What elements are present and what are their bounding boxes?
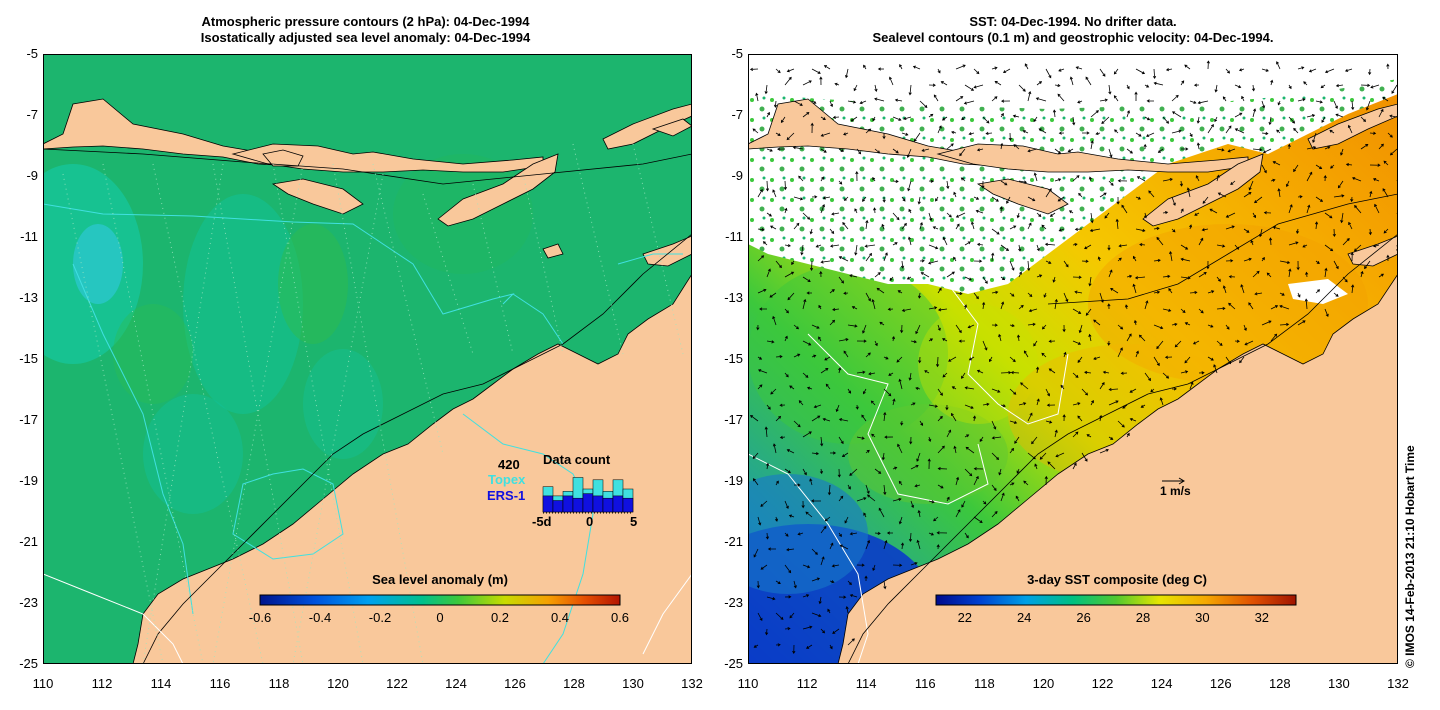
lon-tick-label: 128 [563, 676, 585, 691]
topex-legend-label: Topex [488, 472, 526, 487]
lat-tick-label: -11 [20, 229, 38, 244]
sla-colorbar-tick: -0.4 [308, 610, 332, 625]
lon-tick-label: 116 [209, 676, 231, 691]
sst-colorbar [935, 594, 1297, 606]
right-title-line2: Sealevel contours (0.1 m) and geostrophi… [872, 30, 1274, 45]
ers-count-bar [592, 495, 604, 513]
lat-tick-label: -5 [731, 46, 743, 61]
lon-tick-label: 112 [91, 676, 113, 691]
ers-count-bar [572, 497, 584, 513]
sst-colorbar-tick: 30 [1195, 610, 1210, 625]
lon-tick-label: 112 [796, 676, 818, 691]
lat-tick-label: -9 [731, 168, 743, 183]
ers-count-bar [602, 497, 614, 513]
lat-tick-label: -23 [19, 595, 38, 610]
data-count-axis-label-start: -5d [532, 514, 552, 529]
lon-tick-label: 118 [973, 676, 995, 691]
sst-colorbar-tick: 32 [1254, 610, 1270, 625]
lat-tick-label: -19 [724, 473, 743, 488]
lon-tick-label: 110 [737, 676, 759, 691]
lon-tick-label: 130 [1328, 676, 1350, 691]
ers-count-bar [612, 495, 624, 513]
right-title-line1: SST: 04-Dec-1994. No drifter data. [969, 14, 1177, 29]
sla-colorbar-tick: 0.6 [610, 610, 630, 625]
sst-colorbar-tick: 28 [1135, 610, 1151, 625]
lat-tick-label: -13 [19, 290, 38, 305]
ers-count-bar [582, 493, 594, 513]
ers-legend-label: ERS-1 [487, 488, 526, 503]
velocity-scale-label: 1 m/s [1160, 484, 1191, 498]
ers-count-bar [542, 495, 554, 513]
sst-colorbar-tick: 22 [957, 610, 973, 625]
lon-tick-label: 120 [1032, 676, 1055, 691]
lat-tick-label: -9 [26, 168, 38, 183]
lat-tick-label: -13 [724, 290, 743, 305]
lon-tick-label: 126 [1209, 676, 1232, 691]
lon-tick-label: 132 [681, 676, 703, 691]
sst-colorbar-tick: 26 [1076, 610, 1091, 625]
lon-tick-label: 124 [1150, 676, 1173, 691]
lat-tick-label: -23 [724, 595, 743, 610]
lon-tick-label: 118 [268, 676, 290, 691]
lat-tick-label: -19 [19, 473, 38, 488]
data-count-title: Data count [543, 452, 611, 467]
left-map-title: Atmospheric pressure contours (2 hPa): 0… [40, 14, 691, 46]
lat-tick-label: -25 [724, 656, 743, 671]
data-count-axis-label-end: 5 [630, 514, 638, 529]
lon-tick-label: 110 [32, 676, 54, 691]
data-count-max: 420 [498, 457, 520, 472]
lon-tick-label: 122 [1091, 676, 1114, 691]
lat-tick-label: -11 [725, 229, 743, 244]
lat-tick-label: -21 [19, 534, 38, 549]
right-map [748, 54, 1398, 664]
data-count-bars [542, 477, 634, 514]
lon-tick-label: 116 [914, 676, 936, 691]
left-title-line1: Atmospheric pressure contours (2 hPa): 0… [201, 14, 530, 29]
lat-tick-label: -21 [724, 534, 743, 549]
lon-tick-label: 132 [1387, 676, 1409, 691]
lat-tick-label: -7 [731, 107, 743, 122]
ers-count-bar [552, 500, 564, 513]
lat-tick-label: -17 [19, 412, 38, 427]
lon-tick-label: 114 [150, 676, 172, 691]
lon-tick-label: 120 [327, 676, 349, 691]
lat-tick-label: -15 [724, 351, 743, 366]
lat-tick-label: -7 [26, 107, 38, 122]
right-map-title: SST: 04-Dec-1994. No drifter data. Seale… [748, 14, 1398, 46]
left-title-line2: Isostatically adjusted sea level anomaly… [200, 30, 531, 45]
sla-colorbar-tick: 0.4 [550, 610, 570, 625]
lat-tick-label: -25 [19, 656, 38, 671]
sst-colorbar-label: 3-day SST composite (deg C) [1027, 572, 1207, 587]
copyright-notice: © IMOS 14-Feb-2013 21:10 Hobart Time [1403, 445, 1417, 668]
sla-colorbar [259, 594, 621, 606]
data-count-axis-label-mid: 0 [586, 514, 594, 529]
lon-tick-label: 122 [386, 676, 408, 691]
sla-colorbar-tick: 0 [436, 610, 444, 625]
lat-tick-label: -15 [19, 351, 38, 366]
sst-colorbar-tick: 24 [1016, 610, 1032, 625]
lon-tick-label: 124 [445, 676, 467, 691]
velocity-scale-arrow [1162, 477, 1185, 485]
lon-tick-label: 126 [504, 676, 526, 691]
ers-count-bar [622, 497, 634, 513]
ers-count-bar [562, 495, 574, 513]
lon-tick-label: 128 [1268, 676, 1291, 691]
lon-tick-label: 130 [622, 676, 644, 691]
lon-tick-label: 114 [855, 676, 877, 691]
sla-colorbar-tick: -0.6 [248, 610, 272, 625]
sla-colorbar-tick: -0.2 [368, 610, 392, 625]
lat-tick-label: -5 [26, 46, 38, 61]
sla-colorbar-label: Sea level anomaly (m) [372, 572, 508, 587]
lat-tick-label: -17 [724, 412, 743, 427]
left-map [43, 54, 692, 664]
sla-colorbar-tick: 0.2 [490, 610, 510, 625]
